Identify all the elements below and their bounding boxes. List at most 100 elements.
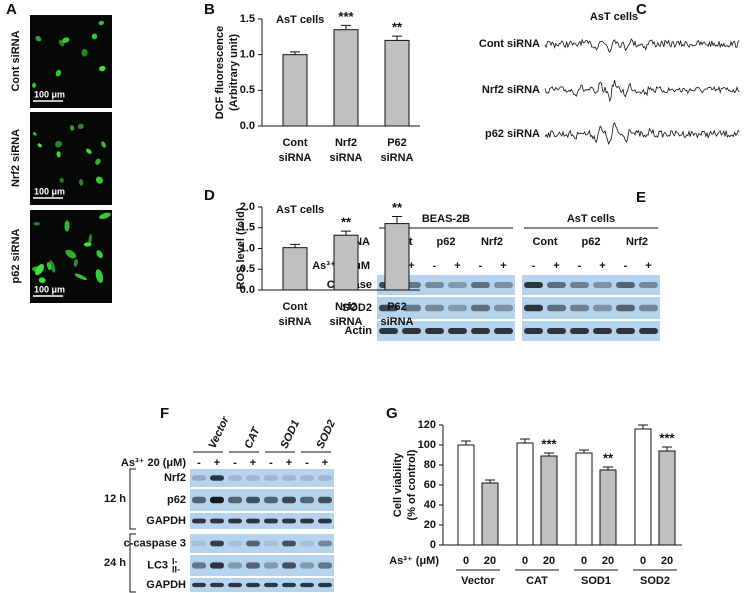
panel-label: C — [636, 1, 647, 18]
band — [318, 518, 332, 524]
x-tick-label: siRNA — [329, 152, 362, 164]
bar — [384, 39, 410, 127]
cell — [91, 33, 98, 40]
group-label: AsT cells — [567, 213, 615, 225]
error-bar — [290, 243, 300, 248]
blot — [522, 297, 660, 319]
x-sub-label: 20 — [543, 555, 555, 567]
cell — [32, 82, 36, 88]
row-label: Nrf2 siRNA — [10, 129, 22, 187]
treatment-sign: - — [233, 457, 237, 469]
band — [300, 475, 314, 481]
band — [300, 518, 314, 524]
cell — [35, 264, 44, 276]
band — [246, 475, 260, 481]
band — [300, 582, 314, 588]
bar — [282, 54, 308, 127]
error-bar — [461, 440, 471, 445]
band — [570, 304, 589, 312]
band — [494, 282, 513, 288]
y-axis-label: (% of control) — [406, 449, 418, 520]
band — [228, 582, 242, 588]
band — [593, 328, 612, 334]
cell — [61, 37, 70, 44]
x-tick-label: Cont — [282, 137, 307, 149]
treatment-sign: - — [433, 260, 437, 272]
row-label: Cont siRNA — [479, 38, 540, 50]
bar — [634, 428, 652, 546]
band — [210, 496, 224, 504]
treatment-sign: + — [408, 260, 414, 272]
protein-label: LC3 — [147, 559, 168, 571]
cell — [59, 177, 64, 183]
cell — [74, 273, 87, 281]
band — [593, 282, 612, 288]
band — [210, 475, 224, 481]
band-label: I- — [172, 556, 178, 566]
band — [471, 304, 490, 312]
significance: ** — [341, 215, 352, 230]
treatment-sign: + — [214, 457, 220, 469]
x-tick-label: siRNA — [278, 152, 311, 164]
y-tick-label: 20 — [424, 519, 436, 531]
blot — [190, 578, 334, 592]
panel-label: F — [160, 405, 169, 422]
protein-label: SOD2 — [342, 302, 372, 314]
cell — [95, 176, 103, 184]
x-tick-label: Vector — [461, 575, 495, 587]
error-bar — [485, 479, 495, 483]
band — [228, 475, 242, 481]
band — [264, 582, 278, 588]
micrograph — [30, 15, 112, 108]
panel-label: G — [386, 405, 398, 422]
cell — [35, 35, 42, 42]
y-tick-label: 40 — [424, 499, 436, 511]
y-tick-label: 2.0 — [240, 201, 255, 213]
significance: *** — [541, 436, 557, 451]
band — [282, 540, 296, 547]
y-axis-label: Cell viability — [392, 452, 404, 517]
band — [318, 475, 332, 481]
cell — [96, 250, 103, 259]
treatment-sign: + — [322, 457, 328, 469]
cell — [101, 141, 106, 148]
y-axis-label: (Arbitrary unit) — [228, 34, 240, 111]
y-tick-label: 120 — [418, 419, 436, 431]
time-bracket — [129, 468, 136, 530]
error-bar — [579, 449, 589, 453]
x-tick-label: Cont — [282, 301, 307, 313]
blot — [190, 555, 334, 576]
group-label: BEAS-2B — [422, 213, 470, 225]
band — [616, 328, 635, 334]
panel-label: E — [636, 189, 646, 206]
band — [425, 282, 444, 288]
x-tick-label: SOD2 — [640, 575, 670, 587]
bar — [658, 450, 676, 546]
band — [318, 496, 332, 504]
band — [448, 304, 467, 312]
panel-label: D — [204, 187, 215, 204]
spectrum — [544, 38, 740, 53]
scale-label: 100 μm — [34, 284, 65, 294]
x-tick-label: P62 — [387, 137, 407, 149]
treatment-sign: - — [578, 260, 582, 272]
band — [448, 282, 467, 288]
blot — [377, 321, 515, 341]
cell — [99, 65, 106, 72]
sirna-label: Cont — [532, 236, 557, 248]
treatment-sign: - — [532, 260, 536, 272]
significance: *** — [659, 430, 675, 445]
bar — [333, 234, 359, 291]
band — [210, 582, 224, 588]
cell — [95, 269, 104, 283]
cell — [95, 158, 101, 165]
blot — [522, 275, 660, 295]
band — [448, 328, 467, 334]
row-label: Cont siRNA — [10, 30, 22, 91]
x-tick-label: siRNA — [380, 316, 413, 328]
blot — [190, 469, 334, 487]
cell — [56, 151, 61, 158]
x-tick-label: siRNA — [329, 316, 362, 328]
x-sub-label: 20 — [661, 555, 673, 567]
